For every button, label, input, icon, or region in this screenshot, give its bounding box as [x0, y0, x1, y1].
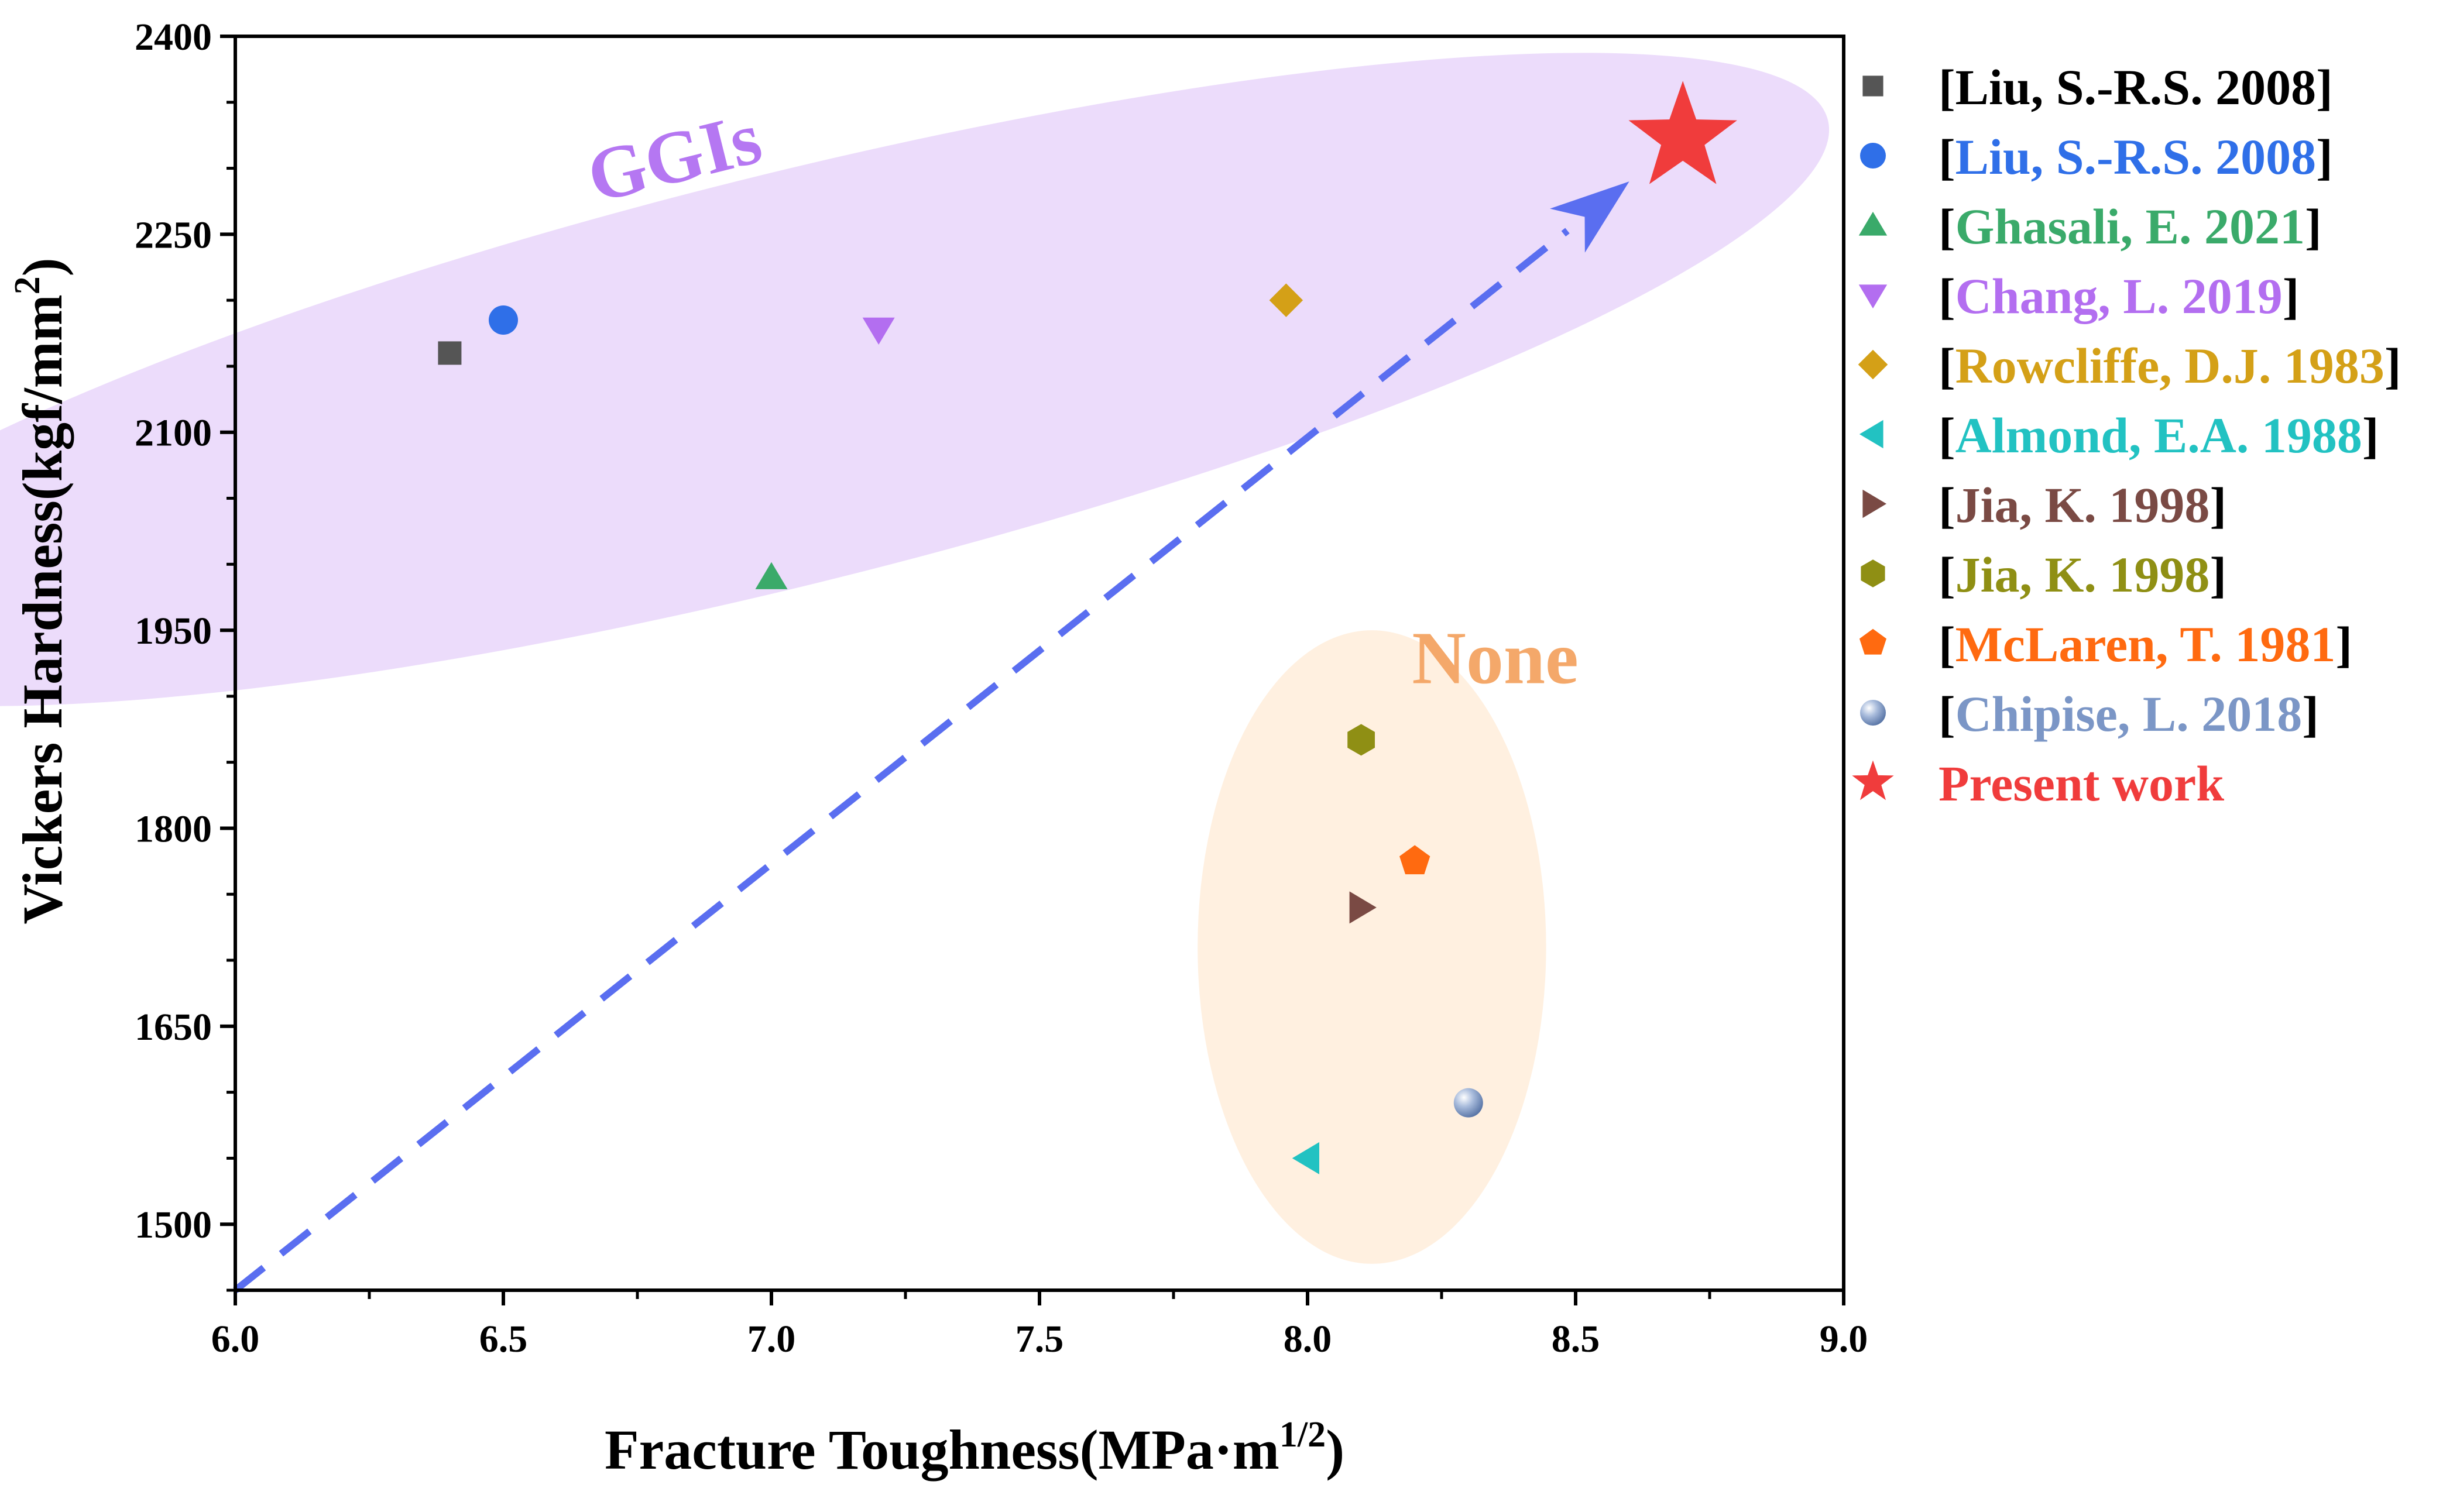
- trend-layer: [233, 181, 1629, 1293]
- points-layer: [438, 81, 1737, 1174]
- legend-marker-8: [1861, 559, 1885, 587]
- legend-label-3: [Ghasali, E. 2021]: [1939, 198, 2322, 255]
- legend-label-9: [McLaren, T. 1981]: [1939, 616, 2352, 672]
- legend-marker-9: [1859, 628, 1887, 655]
- region-none: [1198, 630, 1546, 1264]
- legend-label-2: [Liu, S.-R.S. 2008]: [1939, 129, 2333, 185]
- trend-arrow-head: [1550, 181, 1629, 253]
- x-tick-label: 8.0: [1284, 1318, 1332, 1360]
- legend-marker-3: [1858, 211, 1888, 236]
- legend-label-6: [Almond, E.A. 1988]: [1939, 407, 2379, 463]
- data-point-9: [1399, 845, 1430, 875]
- trend-arrow-line: [233, 228, 1570, 1293]
- y-tick-label: 1950: [135, 610, 212, 652]
- legend-label-8: [Jia, K. 1998]: [1939, 547, 2226, 603]
- legend-label-7: [Jia, K. 1998]: [1939, 477, 2226, 533]
- data-point-11: [1628, 81, 1737, 184]
- x-tick-label: 6.5: [479, 1318, 528, 1360]
- x-tick-label: 9.0: [1820, 1318, 1868, 1360]
- legend-marker-11: [1852, 760, 1894, 800]
- legend-marker-1: [1862, 75, 1883, 97]
- data-point-5: [1269, 283, 1303, 317]
- data-point-4: [862, 317, 895, 345]
- legend-label-11: Present work: [1939, 755, 2224, 812]
- y-tick-label: 1800: [135, 807, 212, 850]
- legend-label-4: [Chang, L. 2019]: [1939, 268, 2299, 324]
- x-tick-label: 8.5: [1552, 1318, 1600, 1360]
- x-tick-label: 7.5: [1015, 1318, 1064, 1360]
- legend: [Liu, S.-R.S. 2008] [Liu, S.-R.S. 2008] [G…: [1852, 59, 2401, 812]
- legend-label-5: [Rowcliffe, D.J. 1983]: [1939, 338, 2401, 394]
- region-ggis: [0, 53, 1830, 706]
- data-point-8: [1347, 724, 1375, 756]
- legend-marker-2: [1860, 143, 1886, 169]
- x-tick-label: 7.0: [747, 1318, 796, 1360]
- legend-marker-10: [1860, 700, 1886, 726]
- data-point-10: [1453, 1088, 1483, 1118]
- legend-marker-5: [1858, 349, 1888, 380]
- y-tick-label: 2400: [135, 16, 212, 59]
- data-point-6: [1292, 1142, 1319, 1174]
- legend-label-10: [Chipise, L. 2018]: [1939, 686, 2319, 742]
- data-point-1: [438, 341, 462, 365]
- y-tick-label: 2100: [135, 412, 212, 455]
- legend-marker-4: [1858, 284, 1888, 309]
- axes-layer: 6.0 6.5 7.0 7.5 8.0 8.5 9.0 1500 1650 1800 1950 210…: [135, 16, 1868, 1360]
- x-tick-label: 6.0: [211, 1318, 260, 1360]
- y-tick-label: 1500: [135, 1204, 212, 1246]
- y-tick-label: 2250: [135, 214, 212, 256]
- data-point-7: [1349, 891, 1377, 924]
- y-tick-label: 1650: [135, 1006, 212, 1049]
- annotation-none: None: [1412, 616, 1578, 699]
- x-axis-title: Fracture Toughness(MPa·m1/2): [605, 1415, 1344, 1481]
- data-point-3: [755, 562, 788, 589]
- legend-marker-6: [1859, 420, 1883, 449]
- legend-label-1: [Liu, S.-R.S. 2008]: [1939, 59, 2333, 115]
- regions-layer: [0, 53, 1830, 1264]
- legend-marker-7: [1862, 489, 1887, 518]
- data-point-2: [489, 305, 518, 335]
- y-axis-title: Vickers Hardness(kgf/mm2): [8, 257, 74, 924]
